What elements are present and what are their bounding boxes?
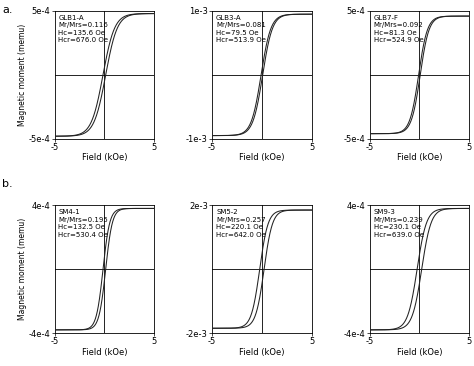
X-axis label: Field (kOe): Field (kOe)	[397, 153, 442, 163]
Y-axis label: Magnetic moment (memu): Magnetic moment (memu)	[18, 24, 27, 126]
X-axis label: Field (kOe): Field (kOe)	[239, 153, 284, 163]
X-axis label: Field (kOe): Field (kOe)	[82, 348, 127, 356]
Text: SM4-1
Mr/Mrs=0.195
Hc=132.5 Oe
Hcr=530.4 Oe: SM4-1 Mr/Mrs=0.195 Hc=132.5 Oe Hcr=530.4…	[58, 209, 108, 238]
Text: GLB7-F
Mr/Mrs=0.092
Hc=81.3 Oe
Hcr=524.9 Oe: GLB7-F Mr/Mrs=0.092 Hc=81.3 Oe Hcr=524.9…	[374, 15, 423, 43]
Text: SM5-2
Mr/Mrs=0.257
Hc=220.1 Oe
Hcr=642.0 Oe: SM5-2 Mr/Mrs=0.257 Hc=220.1 Oe Hcr=642.0…	[216, 209, 266, 238]
Text: GLB3-A
Mr/Mrs=0.081
Hc=79.5 Oe
Hcr=513.9 Oe: GLB3-A Mr/Mrs=0.081 Hc=79.5 Oe Hcr=513.9…	[216, 15, 266, 43]
Text: SM9-3
Mr/Mrs=0.239
Hc=230.1 Oe
Hcr=639.0 Oe: SM9-3 Mr/Mrs=0.239 Hc=230.1 Oe Hcr=639.0…	[374, 209, 424, 238]
Text: b.: b.	[2, 179, 13, 189]
X-axis label: Field (kOe): Field (kOe)	[82, 153, 127, 163]
X-axis label: Field (kOe): Field (kOe)	[397, 348, 442, 356]
Text: GLB1-A
Mr/Mrs=0.116
Hc=135.6 Oe
Hcr=676.0 Oe: GLB1-A Mr/Mrs=0.116 Hc=135.6 Oe Hcr=676.…	[58, 15, 109, 43]
Y-axis label: Magnetic moment (memu): Magnetic moment (memu)	[18, 218, 27, 320]
X-axis label: Field (kOe): Field (kOe)	[239, 348, 284, 356]
Text: a.: a.	[2, 5, 13, 15]
